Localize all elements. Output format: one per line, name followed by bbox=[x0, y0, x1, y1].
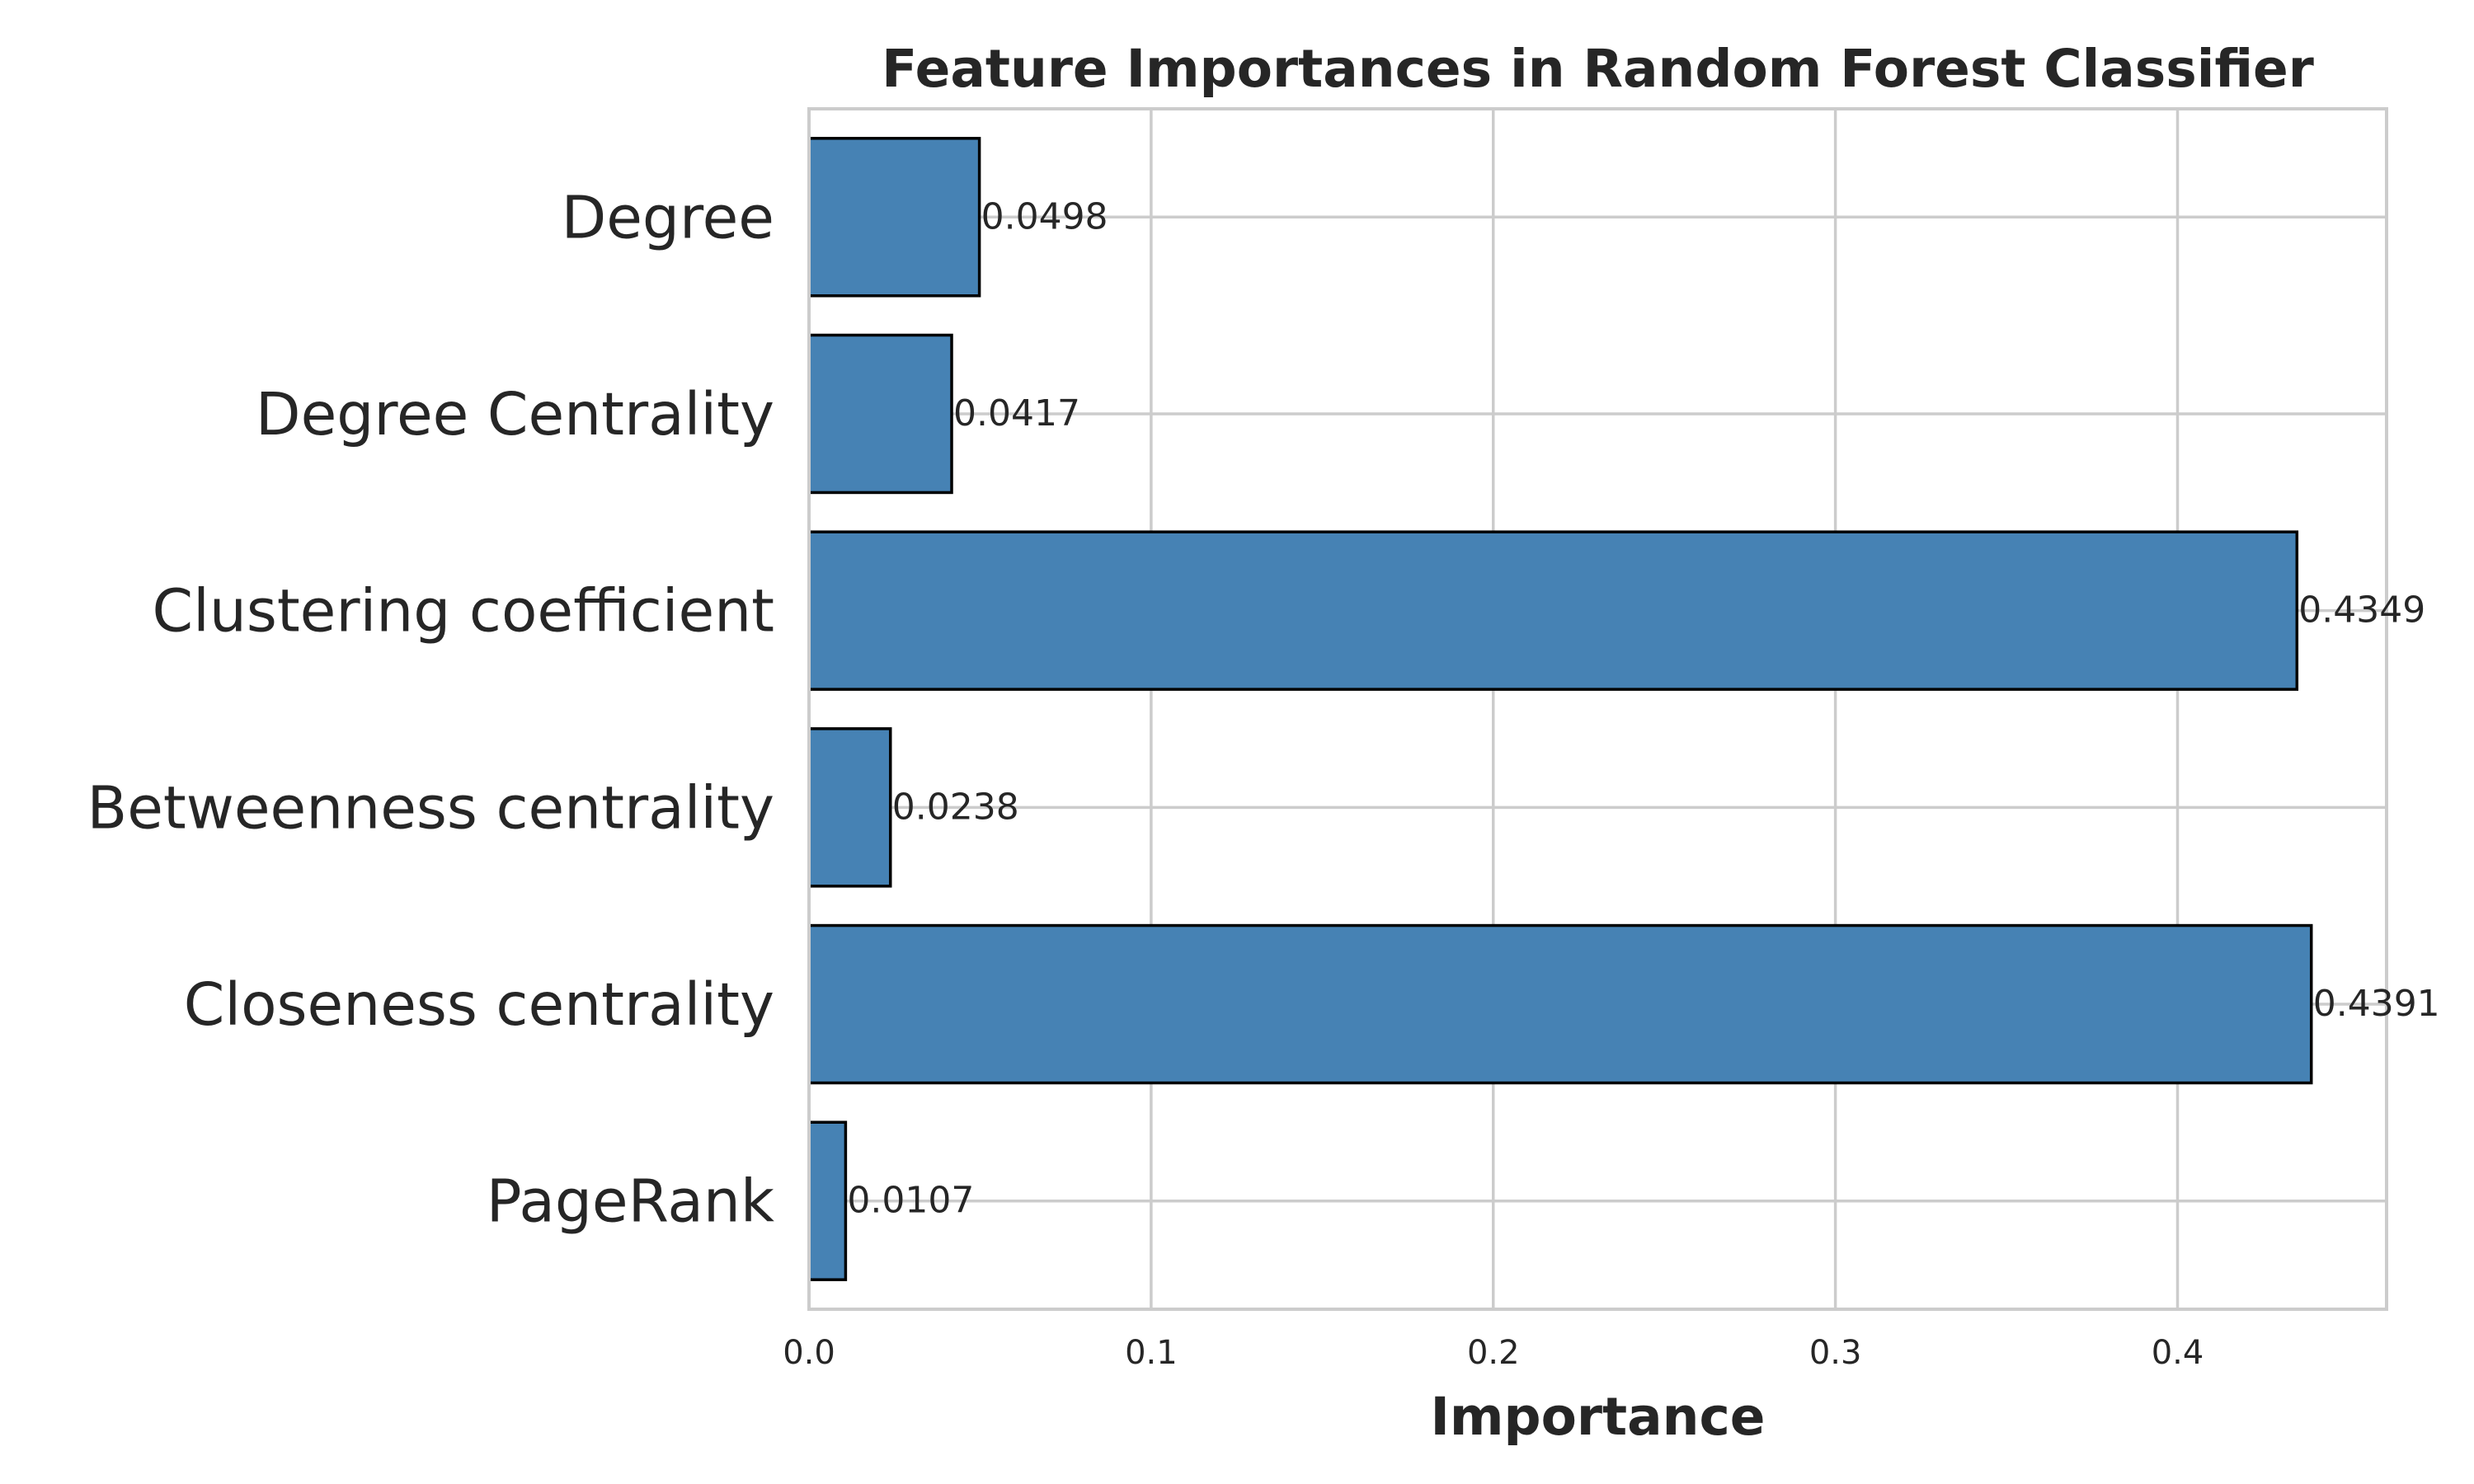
bar-value-label: 0.0107 bbox=[847, 1180, 974, 1222]
x-tick-label: 0.1 bbox=[1125, 1334, 1178, 1372]
bar bbox=[807, 530, 2299, 691]
bar-value-label: 0.0417 bbox=[953, 392, 1080, 434]
y-tick-label: PageRank bbox=[487, 1167, 774, 1236]
bar-value-label: 0.0498 bbox=[981, 195, 1108, 237]
bar bbox=[807, 333, 953, 495]
bars bbox=[807, 137, 2313, 1281]
bar bbox=[807, 137, 981, 298]
chart-title: Feature Importances in Random Forest Cla… bbox=[882, 39, 2314, 99]
bar-value-label: 0.0238 bbox=[892, 786, 1019, 828]
bar bbox=[807, 923, 2313, 1085]
x-tick-label: 0.4 bbox=[2152, 1334, 2204, 1372]
y-tick-label: Clustering coefficient bbox=[153, 577, 774, 646]
grid bbox=[807, 109, 2387, 1309]
bar bbox=[807, 727, 892, 888]
bar-value-label: 0.4391 bbox=[2313, 983, 2440, 1025]
plot-frame bbox=[807, 107, 2388, 1311]
labels: 0.0 0.1 0.2 0.3 0.4 Degree 0.0498 Degree Centra… bbox=[87, 183, 2440, 1372]
x-axis-label: Importance bbox=[1430, 1387, 1765, 1447]
bar-value-label: 0.4349 bbox=[2298, 589, 2425, 632]
x-tick-label: 0.0 bbox=[783, 1334, 835, 1372]
y-tick-label: Betweenness centrality bbox=[87, 773, 774, 842]
y-tick-label: Degree Centrality bbox=[256, 380, 774, 448]
x-tick-label: 0.2 bbox=[1467, 1334, 1520, 1372]
bar bbox=[807, 1120, 848, 1281]
y-tick-label: Closeness centrality bbox=[184, 970, 774, 1039]
y-tick-label: Degree bbox=[562, 183, 774, 251]
x-tick-label: 0.3 bbox=[1809, 1334, 1862, 1372]
